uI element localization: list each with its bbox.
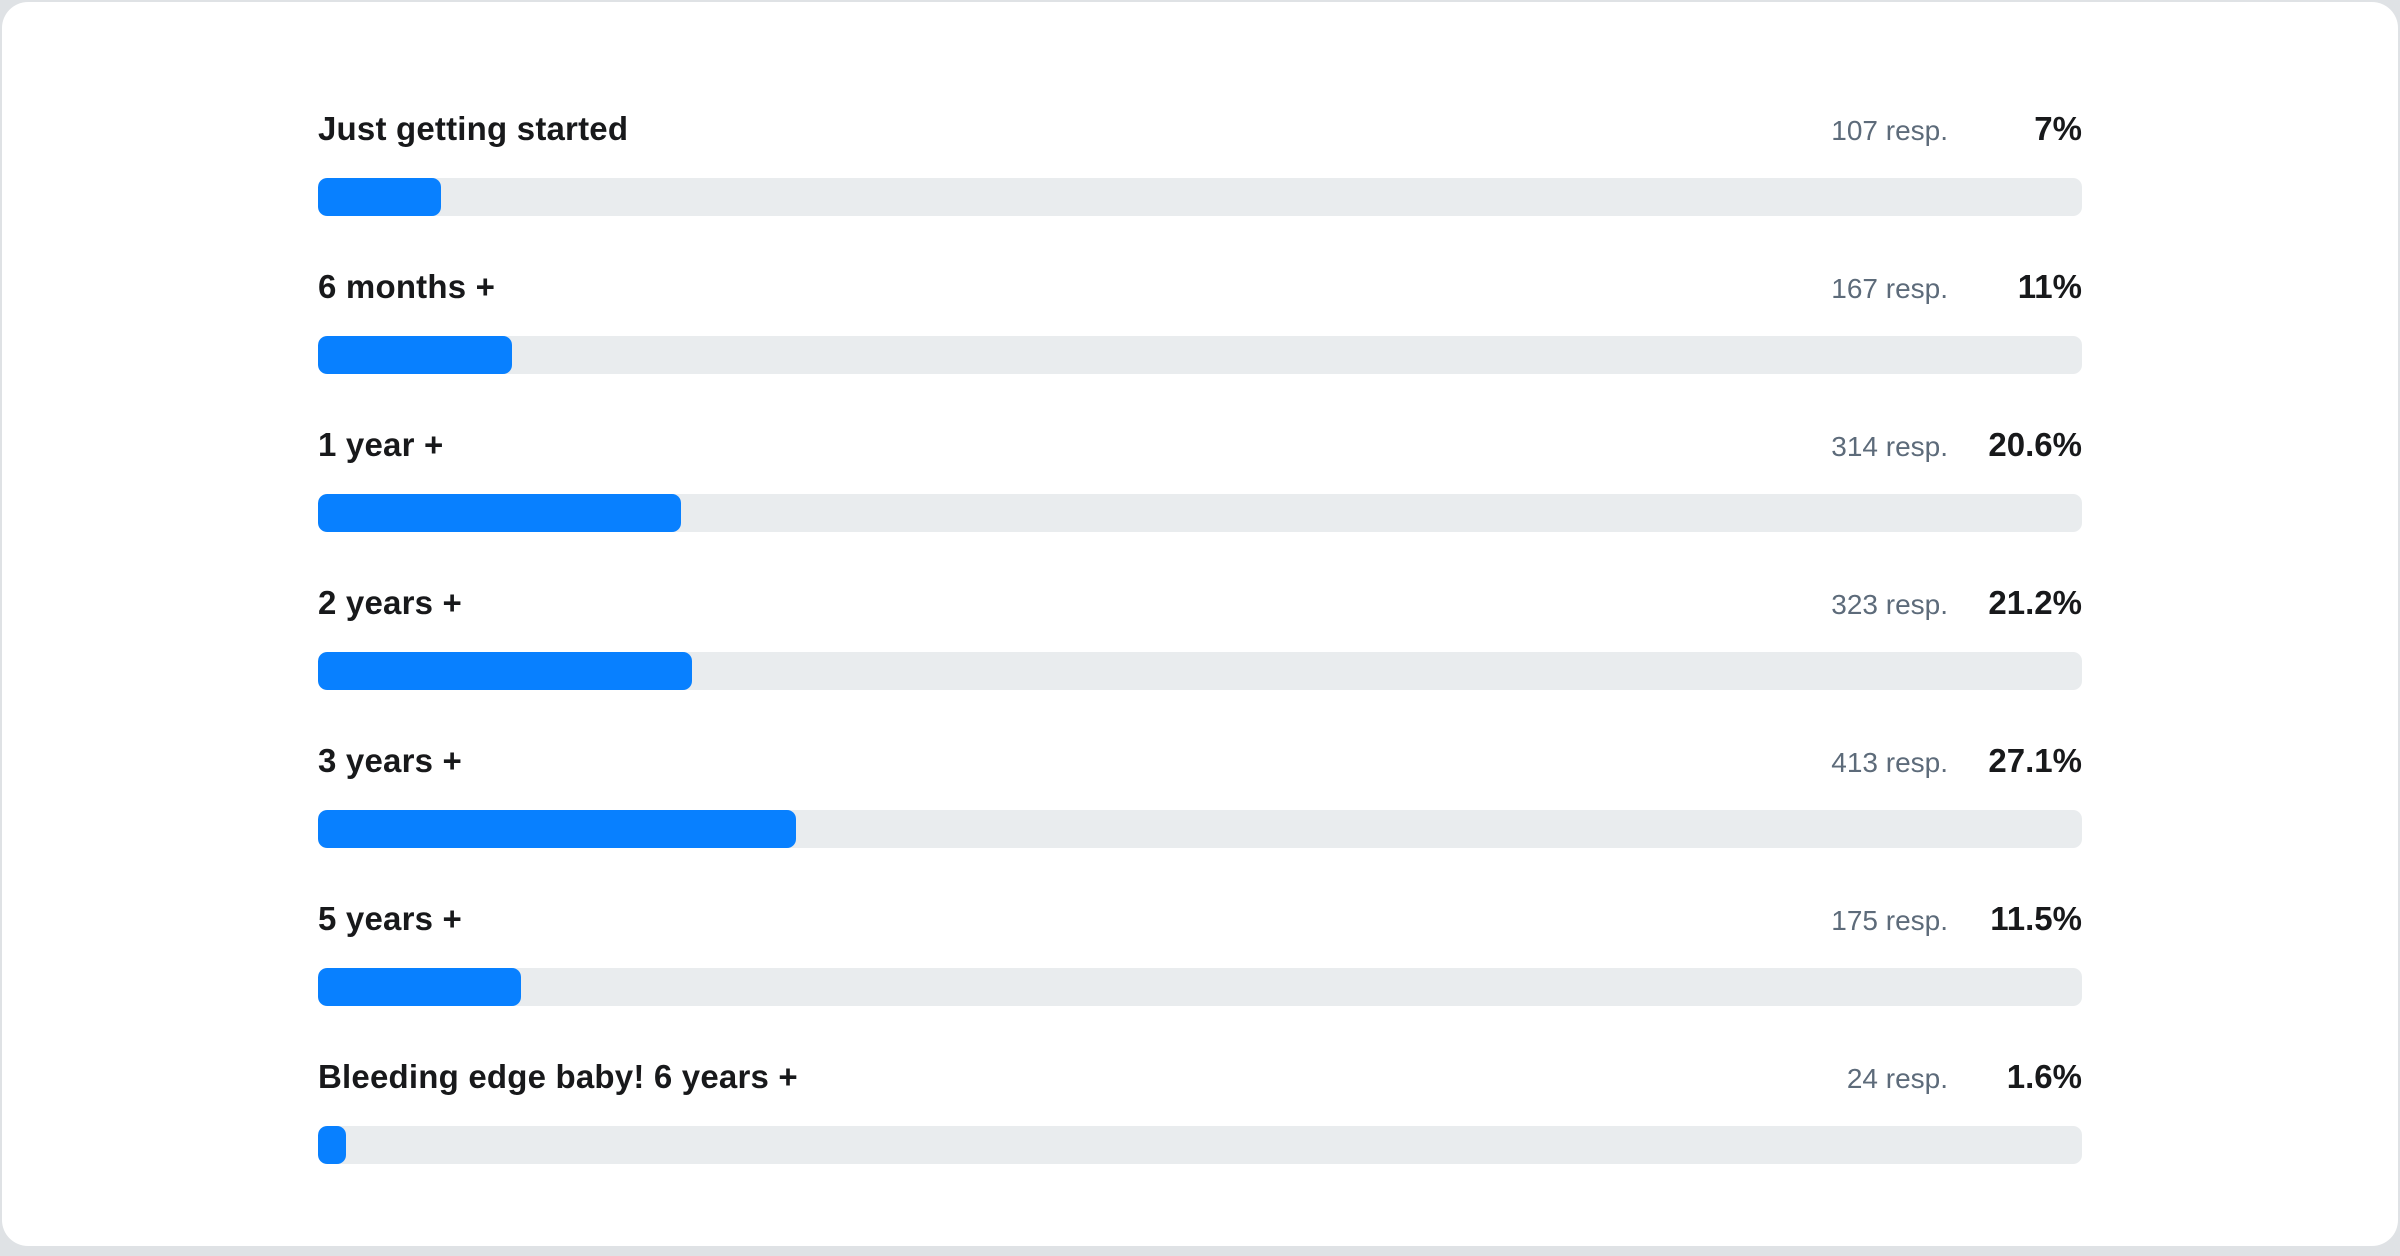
bar-track — [318, 178, 2082, 216]
bar-track — [318, 1126, 2082, 1164]
row-header: 5 years + 175 resp. 11.5% — [318, 898, 2082, 942]
chart-row: 6 months + 167 resp. 11% — [318, 266, 2082, 374]
option-label: 5 years + — [318, 900, 463, 937]
percentage-value: 11.5% — [1990, 900, 2082, 937]
row-header: 2 years + 323 resp. 21.2% — [318, 582, 2082, 626]
bar-track — [318, 494, 2082, 532]
row-header: Just getting started 107 resp. 7% — [318, 108, 2082, 152]
option-label: 1 year + — [318, 426, 444, 463]
chart-row: 1 year + 314 resp. 20.6% — [318, 424, 2082, 532]
bar-fill — [318, 652, 692, 690]
option-label: Bleeding edge baby! 6 years + — [318, 1058, 798, 1095]
row-header: 1 year + 314 resp. 20.6% — [318, 424, 2082, 468]
bar-track — [318, 968, 2082, 1006]
option-label: 6 months + — [318, 268, 496, 305]
response-count: 323 resp. — [1831, 589, 1948, 620]
response-count: 175 resp. — [1831, 905, 1948, 936]
option-label: 2 years + — [318, 584, 463, 621]
option-label: Just getting started — [318, 110, 629, 147]
percentage-value: 7% — [2034, 110, 2082, 147]
bar-track — [318, 810, 2082, 848]
percentage-value: 11% — [2017, 268, 2082, 305]
percentage-value: 21.2% — [1988, 584, 2082, 621]
row-header: 3 years + 413 resp. 27.1% — [318, 740, 2082, 784]
bar-fill — [318, 336, 513, 374]
response-count: 24 resp. — [1846, 1063, 1948, 1094]
bar-track — [318, 336, 2082, 374]
chart-row: 2 years + 323 resp. 21.2% — [318, 582, 2082, 690]
percentage-value: 27.1% — [1988, 742, 2082, 779]
bar-chart: Just getting started 107 resp. 7% 6 mont… — [318, 108, 2082, 1164]
chart-row: Bleeding edge baby! 6 years + 24 resp. 1… — [318, 1056, 2082, 1164]
response-count: 107 resp. — [1831, 115, 1948, 146]
bar-fill — [318, 968, 521, 1006]
response-count: 413 resp. — [1831, 747, 1948, 778]
row-header: 6 months + 167 resp. 11% — [318, 266, 2082, 310]
bar-fill — [318, 178, 442, 216]
bar-fill — [318, 1126, 347, 1164]
percentage-value: 1.6% — [2006, 1058, 2082, 1095]
row-header: Bleeding edge baby! 6 years + 24 resp. 1… — [318, 1056, 2082, 1100]
chart-row: 3 years + 413 resp. 27.1% — [318, 740, 2082, 848]
response-count: 314 resp. — [1831, 431, 1948, 462]
percentage-value: 20.6% — [1988, 426, 2082, 463]
bar-track — [318, 652, 2082, 690]
response-count: 167 resp. — [1831, 273, 1948, 304]
bar-fill — [318, 494, 682, 532]
chart-row: Just getting started 107 resp. 7% — [318, 108, 2082, 216]
chart-row: 5 years + 175 resp. 11.5% — [318, 898, 2082, 1006]
option-label: 3 years + — [318, 742, 463, 779]
bar-fill — [318, 810, 797, 848]
